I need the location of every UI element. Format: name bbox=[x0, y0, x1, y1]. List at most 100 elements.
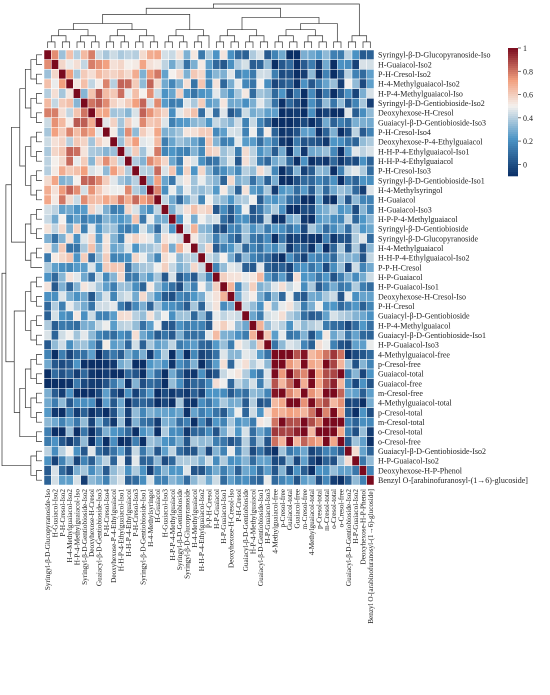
heatmap-cell bbox=[58, 185, 67, 196]
dendrogram-branch bbox=[58, 29, 89, 36]
heatmap-cell bbox=[234, 98, 243, 109]
heatmap-cell bbox=[212, 407, 221, 418]
heatmap-cell bbox=[322, 368, 331, 379]
dendrogram-branch bbox=[36, 276, 42, 288]
heatmap-cell bbox=[205, 233, 213, 244]
dendrogram-branch bbox=[285, 29, 316, 36]
heatmap-cell bbox=[315, 233, 323, 244]
heatmap-cell bbox=[205, 359, 213, 370]
heatmap-cell bbox=[344, 301, 353, 312]
heatmap-cell bbox=[43, 204, 52, 215]
heatmap-cell bbox=[190, 339, 199, 350]
colorbar-segment bbox=[508, 88, 518, 91]
heatmap-cell bbox=[271, 349, 279, 360]
heatmap-cell bbox=[190, 117, 199, 128]
heatmap-cell bbox=[95, 59, 103, 70]
heatmap-cell bbox=[175, 262, 184, 273]
colorbar-segment bbox=[508, 52, 518, 55]
heatmap-cell bbox=[219, 339, 228, 350]
heatmap-cell bbox=[293, 136, 301, 147]
heatmap-cell bbox=[161, 272, 169, 283]
heatmap-cell bbox=[234, 107, 243, 118]
heatmap-cell bbox=[109, 262, 118, 273]
row-label: Syringyl-β-D-Gentiobioside bbox=[378, 225, 469, 234]
heatmap-cell bbox=[293, 156, 301, 167]
heatmap-cell bbox=[73, 446, 81, 457]
heatmap-cell bbox=[293, 117, 301, 128]
column-label: H-P-Guaiacol-Iso2 bbox=[352, 489, 360, 544]
heatmap-cell bbox=[183, 455, 191, 466]
heatmap-cell bbox=[146, 378, 155, 389]
heatmap-cell bbox=[300, 339, 309, 350]
heatmap-cell bbox=[139, 243, 147, 254]
heatmap-cell bbox=[73, 127, 81, 138]
heatmap-cell bbox=[109, 98, 118, 109]
heatmap-cell bbox=[73, 426, 81, 437]
heatmap-cell bbox=[227, 156, 235, 167]
heatmap-cell bbox=[315, 330, 323, 341]
heatmap-cell bbox=[351, 156, 360, 167]
row-label: Syringyl-β-D-Glucopyranoside-Iso bbox=[378, 51, 491, 60]
heatmap-cell bbox=[359, 185, 367, 196]
heatmap-cell bbox=[183, 397, 191, 408]
heatmap-cell bbox=[300, 156, 309, 167]
heatmap-cell bbox=[212, 107, 221, 118]
heatmap-cell bbox=[212, 281, 221, 292]
heatmap-cell bbox=[300, 262, 309, 273]
heatmap-cell bbox=[168, 465, 177, 476]
heatmap-cell bbox=[146, 359, 155, 370]
heatmap-cell bbox=[315, 59, 323, 70]
dendrogram-branch bbox=[30, 281, 37, 302]
heatmap-cell bbox=[58, 465, 67, 476]
heatmap-cell bbox=[131, 165, 140, 176]
colorbar-segment bbox=[508, 70, 518, 73]
heatmap-cell bbox=[315, 223, 323, 234]
heatmap-cell bbox=[337, 426, 345, 437]
heatmap-cell bbox=[51, 397, 59, 408]
heatmap-cell bbox=[175, 165, 184, 176]
heatmap-cell bbox=[359, 69, 367, 80]
heatmap-cell bbox=[197, 465, 206, 476]
heatmap-cell bbox=[366, 426, 375, 437]
heatmap-cell bbox=[153, 330, 162, 341]
heatmap-cell bbox=[146, 194, 155, 205]
heatmap-cell bbox=[241, 194, 250, 205]
heatmap-cell bbox=[43, 436, 52, 447]
heatmap-cell bbox=[73, 330, 81, 341]
heatmap-cell bbox=[315, 310, 323, 321]
heatmap-cell bbox=[117, 417, 125, 428]
heatmap-cell bbox=[278, 117, 287, 128]
heatmap-cell bbox=[219, 407, 228, 418]
heatmap-cell bbox=[285, 475, 294, 486]
heatmap-cell bbox=[337, 98, 345, 109]
heatmap-cell bbox=[183, 88, 191, 99]
heatmap-cell bbox=[80, 194, 89, 205]
heatmap-cell bbox=[51, 204, 59, 215]
heatmap-cell bbox=[315, 378, 323, 389]
heatmap-cell bbox=[197, 417, 206, 428]
heatmap-cell bbox=[109, 252, 118, 263]
heatmap-cell bbox=[293, 388, 301, 399]
heatmap-cell bbox=[73, 349, 81, 360]
heatmap-cell bbox=[197, 78, 206, 89]
heatmap-cell bbox=[322, 475, 331, 486]
heatmap-cell bbox=[58, 272, 67, 283]
heatmap-cell bbox=[322, 349, 331, 360]
heatmap-cell bbox=[58, 127, 67, 138]
dendrogram-branch bbox=[109, 35, 126, 42]
heatmap-cell bbox=[87, 252, 96, 263]
heatmap-cell bbox=[183, 214, 191, 225]
heatmap-cell bbox=[351, 301, 360, 312]
heatmap-cell bbox=[153, 223, 162, 234]
heatmap-cell bbox=[197, 397, 206, 408]
column-labels: Syringyl-β-D-Glucopyranoside-Iso H-Guaiac… bbox=[44, 489, 375, 624]
heatmap-cell bbox=[293, 272, 301, 283]
heatmap-cell bbox=[234, 349, 243, 360]
dendrogram-branch bbox=[76, 41, 85, 48]
heatmap-cell bbox=[241, 88, 250, 99]
heatmap-cell bbox=[278, 98, 287, 109]
heatmap-cell bbox=[146, 475, 155, 486]
colorbar-segment bbox=[508, 118, 518, 121]
heatmap-cell bbox=[124, 136, 133, 147]
row-label: 4-Methylguaiacol-free bbox=[378, 350, 450, 359]
